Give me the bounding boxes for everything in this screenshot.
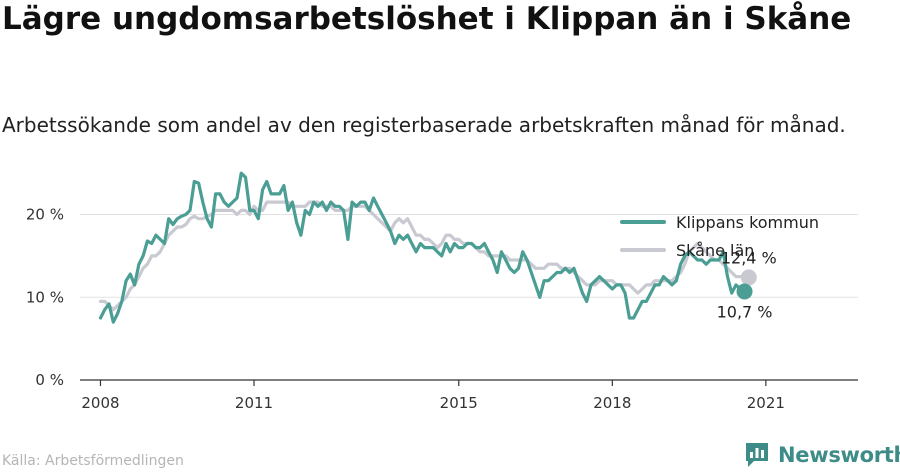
source-note: Källa: Arbetsförmedlingen: [2, 453, 184, 469]
x-tick-label: 2011: [235, 394, 273, 412]
x-tick-label: 2018: [593, 394, 631, 412]
legend: Klippans kommun Skåne län: [620, 213, 819, 260]
series-lines: [98, 171, 751, 324]
series-line-skane-lan: [98, 200, 751, 312]
end-labels: 12,4 % 10,7 %: [717, 248, 777, 321]
y-tick-label: 0 %: [35, 371, 64, 389]
series-line-klippans-kommun: [98, 171, 747, 324]
chart-subtitle: Arbetssökande som andel av den registerb…: [2, 113, 846, 137]
x-tick-label: 2008: [81, 394, 119, 412]
end-marker-skane-lan: [740, 269, 757, 286]
brand-name: Newsworthy: [778, 443, 900, 467]
legend-label: Klippans kommun: [676, 213, 819, 232]
x-tick-label: 2015: [440, 394, 478, 412]
x-tick-label: 2021: [747, 394, 785, 412]
y-tick-labels: 0 % 10 % 20 %: [26, 206, 64, 389]
brand-logo: Newsworthy: [744, 441, 900, 469]
y-tick-label: 20 %: [26, 206, 64, 224]
end-label-klippans-kommun: 10,7 %: [717, 302, 773, 321]
end-label-skane-lan: 12,4 %: [721, 248, 777, 267]
chart-title: Lägre ungdomsarbetslöshet i Klippan än i…: [2, 1, 852, 37]
end-markers: [736, 269, 757, 300]
newsworthy-logo-icon: [746, 443, 768, 467]
x-axis: 2008 2011 2015 2018 2021: [80, 379, 858, 412]
y-tick-label: 10 %: [26, 288, 64, 306]
end-marker-klippans-kommun: [736, 283, 753, 300]
legend-label: Skåne län: [676, 241, 754, 260]
